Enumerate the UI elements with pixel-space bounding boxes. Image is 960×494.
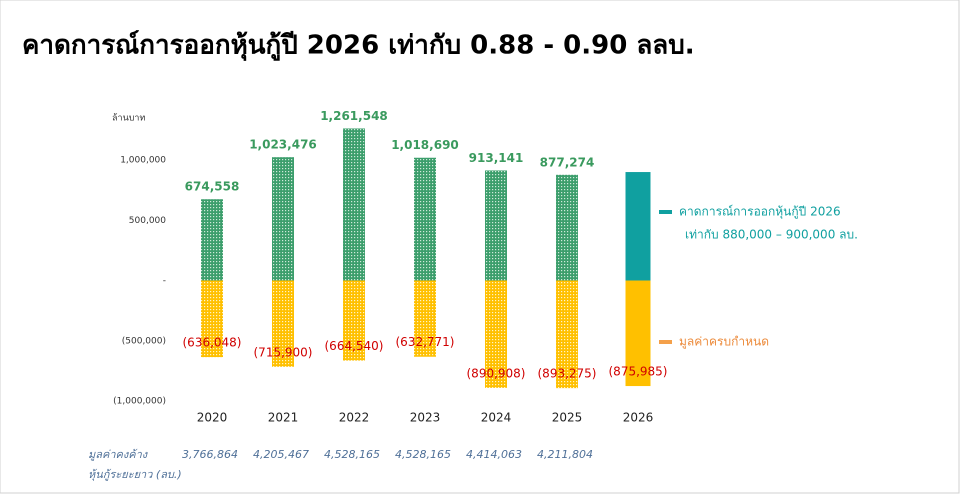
data-label: (890,908) [467,366,526,380]
bar [485,170,507,281]
x-tick-label: 2021 [268,411,299,425]
y-tick-label: 1,000,000 [120,156,166,166]
data-label: (875,985) [609,365,668,379]
y-tick-label: (1,000,000) [113,397,166,407]
bar [272,280,294,367]
footer-value: 4,414,063 [466,448,522,461]
data-label: 1,023,476 [249,138,317,152]
y-tick-label: - [163,276,166,286]
x-tick-label: 2022 [339,411,370,425]
bar [625,280,651,387]
bar [343,128,365,281]
footer-label: หุ้นกู้ระยะยาว (ลบ.) [88,468,182,481]
x-tick-label: 2025 [552,411,583,425]
footer-value: 4,211,804 [537,448,593,461]
bar [556,280,578,389]
x-tick-label: 2023 [410,411,441,425]
data-label: 1,018,690 [391,138,459,152]
bar [272,157,294,281]
data-label: (893,275) [538,367,597,381]
legend-label: มูลค่าครบกำหนด [679,335,769,350]
bar [201,280,223,358]
chart-title: คาดการณ์การออกหุ้นกู้ปี 2026 เท่ากับ 0.8… [22,30,695,62]
footer-value: 4,205,467 [253,448,309,461]
bar [625,172,651,281]
legend-marker [659,210,672,214]
y-tick-label: 500,000 [129,216,166,226]
data-label: (632,771) [396,335,455,349]
data-label: 877,274 [540,155,595,169]
data-label: (664,540) [325,339,384,353]
footer-value: 4,528,165 [395,448,451,461]
data-label: 913,141 [469,151,524,165]
bar [485,280,507,388]
footer-value: 3,766,864 [182,448,238,461]
legend-note: เท่ากับ 880,000 – 900,000 ลบ. [685,228,858,242]
data-label: 674,558 [185,180,240,194]
data-label: (636,048) [183,336,242,350]
bar [201,199,223,281]
legend-label: คาดการณ์การออกหุ้นกู้ปี 2026 [679,205,841,220]
data-label: (715,900) [254,345,313,359]
y-axis-label: ล้านบาท [112,113,145,124]
x-tick-label: 2026 [623,411,654,425]
bar [556,174,578,281]
footer-value: 4,528,165 [324,448,380,461]
y-tick-label: (500,000) [122,336,166,346]
bar [414,157,436,281]
bar [414,280,436,357]
footer-label: มูลค่าคงค้าง [88,448,149,461]
data-label: 1,261,548 [320,109,388,123]
x-tick-label: 2020 [197,411,228,425]
bar [343,280,365,361]
x-tick-label: 2024 [481,411,512,425]
legend-marker [659,340,672,344]
